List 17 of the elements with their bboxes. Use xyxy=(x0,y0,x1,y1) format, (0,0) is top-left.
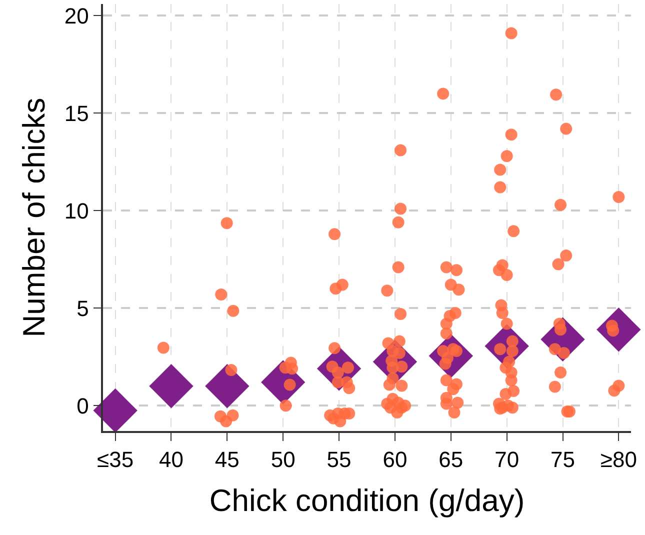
y-tick-label: 15 xyxy=(64,100,89,126)
x-tick-label: ≤35 xyxy=(97,447,134,472)
x-tick-label: 45 xyxy=(214,447,240,472)
x-tick-label: 60 xyxy=(382,447,408,472)
x-tick-label: ≥80 xyxy=(600,447,637,472)
x-tick-label: 65 xyxy=(438,447,464,472)
y-axis-title: Number of chicks xyxy=(16,98,52,338)
x-tick-label: 70 xyxy=(494,447,520,472)
x-axis-title: Chick condition (g/day) xyxy=(209,482,525,518)
y-tick-label: 10 xyxy=(64,198,89,224)
x-tick-label: 40 xyxy=(159,447,184,472)
y-tick-label: 5 xyxy=(76,296,89,321)
x-tick-label: 75 xyxy=(550,447,575,472)
y-tick-label: 0 xyxy=(76,393,89,418)
x-tick-label: 55 xyxy=(326,447,352,472)
x-tick-label: 50 xyxy=(270,447,296,472)
y-tick-label: 20 xyxy=(64,3,89,28)
